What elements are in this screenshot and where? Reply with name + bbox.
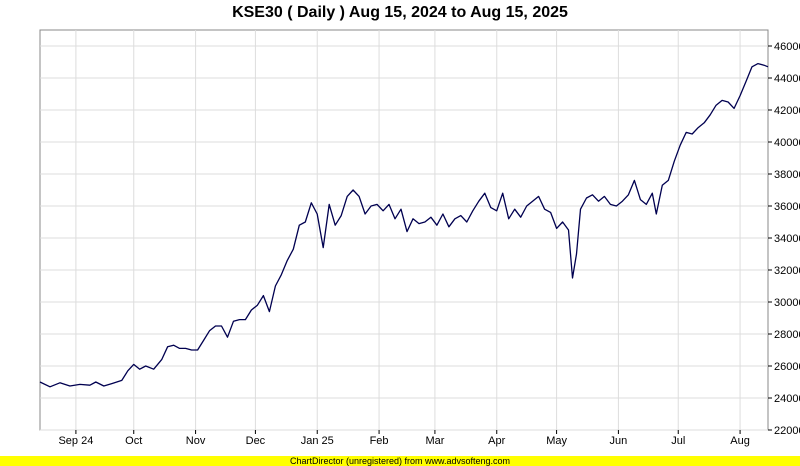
x-tick-label: Dec <box>246 435 266 447</box>
series-layer <box>39 62 769 388</box>
y-tick-label: 22000 <box>774 425 800 437</box>
x-tick-label: Mar <box>425 435 444 447</box>
y-tick-label: 44000 <box>774 73 800 85</box>
y-tick-label: 24000 <box>774 393 800 405</box>
y-tick-label: 30000 <box>774 297 800 309</box>
chart-title: KSE30 ( Daily ) Aug 15, 2024 to Aug 15, … <box>232 4 568 21</box>
axes: 22000 24000 26000 28000 30000 32000 34000 36000… <box>58 41 800 447</box>
y-tick-label: 46000 <box>774 41 800 53</box>
grid <box>40 30 768 431</box>
line-chart: 22000 24000 26000 28000 30000 32000 34000 36000… <box>39 29 800 447</box>
x-tick-label: Sep 24 <box>58 435 93 447</box>
series-line <box>39 62 769 388</box>
y-tick-label: 32000 <box>774 265 800 277</box>
x-tick-label: Jul <box>671 435 685 447</box>
x-tick-label: May <box>546 435 567 447</box>
y-tick-label: 42000 <box>774 105 800 117</box>
y-tick-label: 36000 <box>774 201 800 213</box>
y-tick-label: 28000 <box>774 329 800 341</box>
y-tick-label: 38000 <box>774 169 800 181</box>
y-tick-label: 26000 <box>774 361 800 373</box>
y-tick-label: 40000 <box>774 137 800 149</box>
x-tick-label: Feb <box>370 435 389 447</box>
footer-banner: ChartDirector (unregistered) from www.ad… <box>0 456 800 466</box>
x-tick-label: Oct <box>125 435 142 447</box>
plot-area <box>39 29 769 431</box>
x-tick-label: Aug <box>730 435 750 447</box>
x-tick-label: Jun <box>610 435 628 447</box>
x-tick-label: Nov <box>186 435 206 447</box>
x-tick-label: Apr <box>488 435 505 447</box>
x-tick-label: Jan 25 <box>301 435 334 447</box>
y-tick-label: 34000 <box>774 233 800 245</box>
